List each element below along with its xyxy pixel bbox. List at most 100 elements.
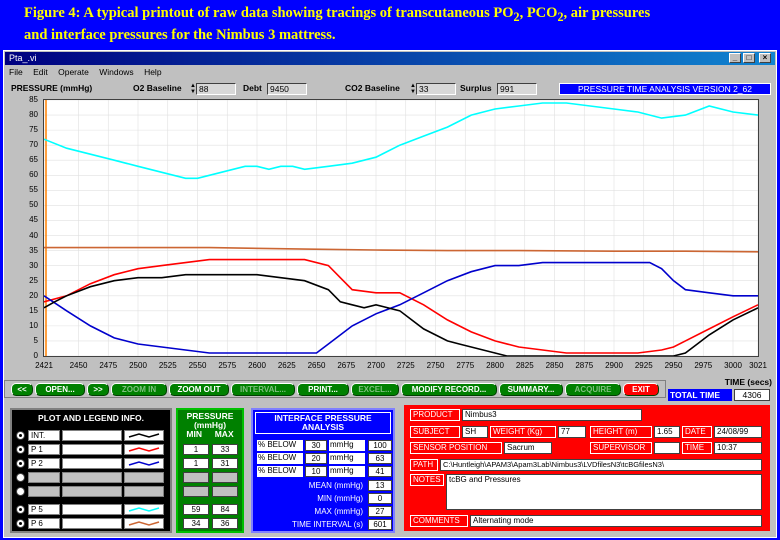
x-tick-label: 2875 <box>575 361 594 370</box>
plot-toggle-radio[interactable] <box>16 459 25 468</box>
exit-button[interactable]: EXIT <box>623 383 659 396</box>
percent-below-label: % BELOW <box>257 453 303 464</box>
legend-name <box>28 472 60 483</box>
pressure-max-value: 33 <box>212 444 238 455</box>
x-tick-label: 2900 <box>605 361 623 370</box>
x-tick-label: 2600 <box>248 361 266 370</box>
plot-toggle-radio[interactable] <box>16 445 25 454</box>
time-interval-label: TIME INTERVAL (s) <box>292 520 363 529</box>
zoom-out-button[interactable]: ZOOM OUT <box>169 383 229 396</box>
menu-edit[interactable]: Edit <box>33 67 48 77</box>
close-icon[interactable]: × <box>759 53 771 63</box>
legend-row <box>16 472 166 484</box>
x-tick-label: 2950 <box>664 361 683 370</box>
time-label: TIME <box>682 442 712 454</box>
legend-name: P 2 <box>28 458 60 469</box>
caption-line1-c: , air pressures <box>563 5 651 21</box>
x-tick-label: 2450 <box>69 361 88 370</box>
pressure-max-value <box>212 486 238 497</box>
legend-description[interactable] <box>62 472 122 483</box>
legend-swatch-line <box>128 521 160 526</box>
sensor-position-field[interactable]: Sacrum <box>504 442 552 454</box>
menu-operate[interactable]: Operate <box>58 67 89 77</box>
notes-field[interactable]: tcBG and Pressures <box>446 474 762 510</box>
menu-windows[interactable]: Windows <box>99 67 134 77</box>
x-tick-label: 2825 <box>515 361 534 370</box>
prev-button[interactable]: << <box>11 383 33 396</box>
x-axis-label: TIME (secs) <box>724 377 772 387</box>
legend-description[interactable] <box>62 518 122 529</box>
path-field[interactable]: C:\Huntleigh\APAM3\Apam3Lab\Nimbus3\LVDf… <box>440 459 762 471</box>
legend-row: P 6 <box>16 518 166 530</box>
supervisor-field[interactable] <box>654 442 680 454</box>
legend-description[interactable] <box>62 444 122 455</box>
threshold-spinner[interactable]: 30 <box>305 440 327 451</box>
legend-description[interactable] <box>62 430 122 441</box>
x-tick-label: 2775 <box>456 361 475 370</box>
comments-field[interactable]: Alternating mode <box>470 515 762 527</box>
interval-button[interactable]: INTERVAL... <box>231 383 295 396</box>
next-button[interactable]: >> <box>87 383 109 396</box>
y-tick-label: 20 <box>29 290 38 300</box>
legend-description[interactable] <box>62 504 122 515</box>
percent-below-value: 63 <box>368 453 392 464</box>
pressure-max-value: 36 <box>212 518 238 529</box>
mean-label: MEAN (mmHg) <box>308 481 363 490</box>
max-label: MAX <box>214 429 234 439</box>
legend-row: INT. <box>16 430 166 442</box>
height-label: HEIGHT (m) <box>590 426 652 438</box>
legend-row: P 2 <box>16 458 166 470</box>
time-field[interactable]: 10:37 <box>714 442 762 454</box>
co2-baseline-field[interactable]: 33 <box>416 83 456 95</box>
weight-field[interactable]: 77 <box>558 426 586 438</box>
threshold-spinner[interactable]: 10 <box>305 466 327 477</box>
legend-name: INT. <box>28 430 60 441</box>
modify-record-button[interactable]: MODIFY RECORD... <box>401 383 497 396</box>
legend-swatch <box>124 430 164 441</box>
pressure-chart[interactable] <box>43 99 759 357</box>
menu-file[interactable]: File <box>9 67 23 77</box>
subject-field[interactable]: SH <box>462 426 488 438</box>
height-field[interactable]: 1.65 <box>654 426 680 438</box>
plot-toggle-radio[interactable] <box>16 473 25 482</box>
minimize-icon[interactable]: _ <box>729 53 741 63</box>
legend-description[interactable] <box>62 458 122 469</box>
plot-toggle-radio[interactable] <box>16 431 25 440</box>
excel-button[interactable]: EXCEL... <box>351 383 399 396</box>
y-tick-label: 0 <box>33 351 38 360</box>
surplus-label: Surplus <box>460 83 492 93</box>
plot-toggle-radio[interactable] <box>16 505 25 514</box>
x-tick-label: 3021 <box>749 361 767 370</box>
total-time-label: TOTAL TIME <box>668 389 732 401</box>
threshold-spinner[interactable]: 20 <box>305 453 327 464</box>
plot-toggle-radio[interactable] <box>16 487 25 496</box>
app-window: Pta_.vi _ □ × File Edit Operate Windows … <box>3 50 777 538</box>
min-value: 0 <box>368 493 392 504</box>
acquire-button[interactable]: ACQUIRE <box>565 383 621 396</box>
x-tick-label: 2700 <box>367 361 385 370</box>
y-tick-label: 75 <box>29 125 38 135</box>
summary-button[interactable]: SUMMARY... <box>499 383 563 396</box>
date-field[interactable]: 24/08/99 <box>714 426 762 438</box>
print-button[interactable]: PRINT... <box>297 383 349 396</box>
interface-title: INTERFACE PRESSURE <box>274 413 372 423</box>
legend-swatch-line <box>128 507 160 512</box>
x-tick-label: 2550 <box>188 361 207 370</box>
co2-spinner-icon[interactable]: ▲ ▼ <box>410 83 416 95</box>
product-field[interactable]: Nimbus3 <box>462 409 642 421</box>
legend-swatch <box>124 518 164 529</box>
plot-toggle-radio[interactable] <box>16 519 25 528</box>
caption-line1-b: , PCO <box>519 5 558 21</box>
o2-spinner-icon[interactable]: ▲ ▼ <box>190 83 196 95</box>
zoom-in-button[interactable]: ZOOM IN <box>111 383 167 396</box>
maximize-icon[interactable]: □ <box>743 53 755 63</box>
series-line-3 <box>44 261 758 354</box>
legend-swatch-line <box>128 461 160 466</box>
version-banner: PRESSURE TIME ANALYSIS VERSION 2_62 <box>559 83 771 95</box>
legend-description[interactable] <box>62 486 122 497</box>
menu-help[interactable]: Help <box>144 67 162 77</box>
open-button[interactable]: OPEN... <box>35 383 85 396</box>
o2-baseline-field[interactable]: 88 <box>196 83 236 95</box>
debt-label: Debt <box>243 83 262 93</box>
legend-row: P 5 <box>16 504 166 516</box>
